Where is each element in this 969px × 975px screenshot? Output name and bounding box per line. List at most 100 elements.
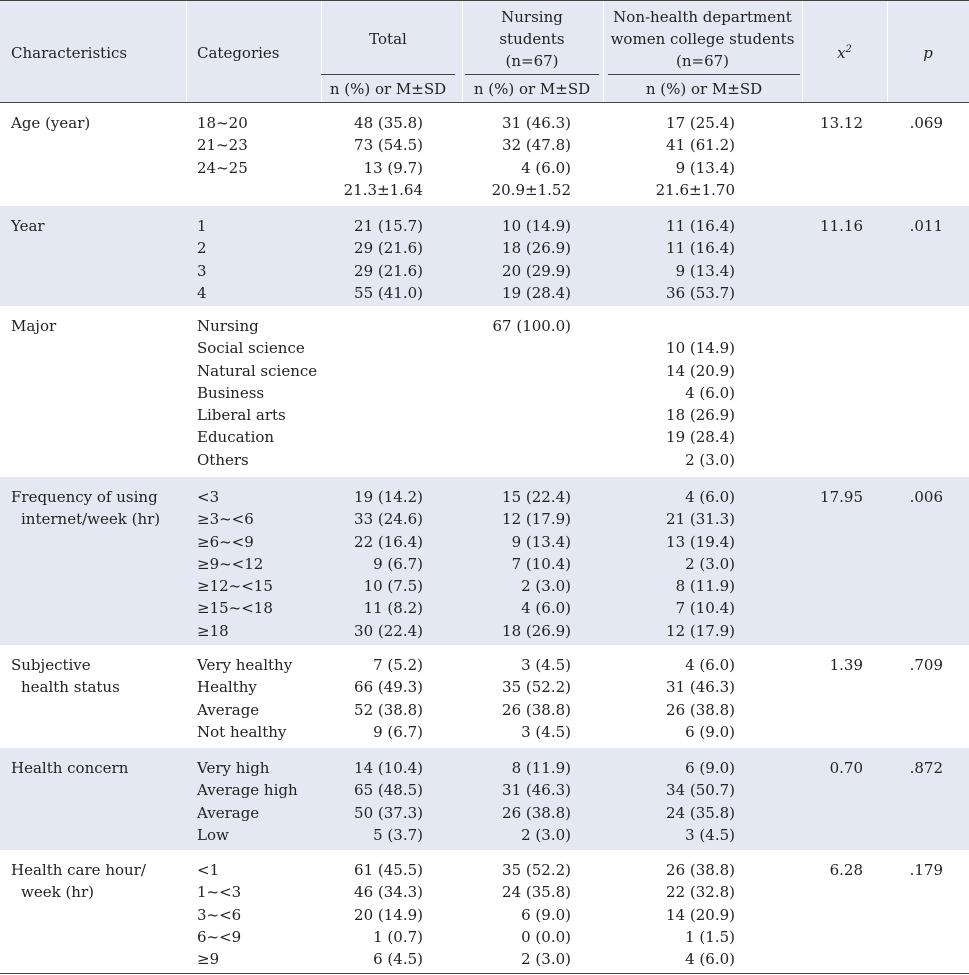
nonhealth-cell-line: 26 (38.8) [666,700,735,719]
chi-square-cell: 11.16 [820,217,863,235]
nonhealth-cell-line: 7 (10.4) [675,599,735,618]
chi-symbol: x [837,44,846,62]
row-group: Health concern Very high Average high Avera… [0,748,969,850]
category-cell-line: <1 [197,861,220,879]
subheader-rule [465,74,599,75]
nursing-cell-line: 2 (3.0) [521,825,571,844]
nursing-cell-line: 20.9±1.52 [491,180,571,199]
nursing-cell: 67 (100.0) [492,315,571,471]
nursing-cell-line: 35 (52.2) [502,861,571,879]
total-cell-line: 1 (0.7) [373,927,423,946]
nursing-cell-line [492,360,571,382]
category-cell-line: Social science [197,339,305,358]
category-cell: Nursing Social science Natural science Busi… [197,315,317,471]
nonhealth-cell-line: 34 (50.7) [666,781,735,800]
header-separator [887,1,888,102]
row-group: Major Nursing Social science Natural scienc… [0,306,969,477]
total-cell: 48 (35.8) 73 (54.5) 13 (9.7) 21.3±1.64 [344,112,423,201]
category-cell: Very healthy Healthy Average Not healthy [197,654,292,743]
p-value-cell: .006 [909,488,943,506]
category-cell-line: 4 [197,283,207,302]
total-cell-line: 19 (14.2) [354,488,423,506]
total-cell-line: 33 (24.6) [354,510,423,529]
nonhealth-cell-line: 13 (19.4) [666,532,735,551]
nonhealth-cell: 10 (14.9) 14 (20.9) 4 (6.0) 18 (26.9) 19 (28… [666,315,735,471]
category-cell-line: 1 [197,217,207,235]
characteristic-cell-line: internet/week (hr) [21,510,161,529]
category-cell-line: ≥15~<18 [197,599,273,618]
nonhealth-cell-line: 19 (28.4) [666,428,735,447]
category-cell-line: Nursing [197,317,259,335]
nonhealth-cell-line: 4 (6.0) [685,656,735,674]
nonhealth-cell-line: 4 (6.0) [685,488,735,506]
total-cell: 61 (45.5) 46 (34.3) 20 (14.9) 1 (0.7) 6 (4.5… [354,859,423,970]
category-cell-line: Healthy [197,678,257,697]
chi-square-cell: 1.39 [829,656,863,674]
subheader-rule [608,74,800,75]
characteristic-cell-line: Year [11,217,45,235]
row-group: Subjective health status Very healthy Healt… [0,645,969,748]
chi-square-cell: 13.12 [820,114,863,132]
nursing-cell-line: 26 (38.8) [502,700,571,719]
p-value-cell: .011 [909,217,943,235]
characteristic-cell: Subjective health status [11,654,120,699]
total-cell-line: 14 (10.4) [354,759,423,777]
characteristic-cell-line: Subjective [11,656,91,674]
header-total: Total [369,30,407,48]
total-cell-line: 11 (8.2) [363,599,423,618]
nursing-cell-line: 10 (14.9) [502,217,571,235]
category-cell-line: 6~<9 [197,927,242,946]
category-cell: 18~20 21~23 24~25 [197,112,248,201]
nursing-cell: 3 (4.5) 35 (52.2) 26 (38.8) 3 (4.5) [502,654,571,743]
nonhealth-cell: 4 (6.0) 31 (46.3) 26 (38.8) 6 (9.0) [666,654,735,743]
category-cell-line: <3 [197,488,220,506]
nursing-cell-line: 67 (100.0) [492,317,571,335]
category-cell-line: 18~20 [197,114,248,132]
total-cell-line: 46 (34.3) [354,883,423,902]
nursing-cell-line: 24 (35.8) [502,883,571,902]
subheader-rule [321,74,455,75]
nursing-cell-line: 32 (47.8) [502,136,571,155]
header-separator [186,1,187,102]
chi-square-cell: 0.70 [829,759,863,777]
characteristic-cell: Major [11,315,56,337]
characteristic-cell-line: health status [21,678,120,697]
nursing-cell: 35 (52.2) 24 (35.8) 6 (9.0) 0 (0.0) 2 (3.0) [502,859,571,970]
nursing-cell: 31 (46.3) 32 (47.8) 4 (6.0) 20.9±1.52 [492,112,571,201]
category-cell: <3 ≥3~<6 ≥6~<9 ≥9~<12 ≥12~<15 ≥15~<18 ≥18 [197,486,273,642]
nursing-cell: 15 (22.4) 12 (17.9) 9 (13.4) 7 (10.4) 2 (3.0… [502,486,571,642]
header-characteristics: Characteristics [11,44,128,62]
nursing-cell-line: 19 (28.4) [502,283,571,302]
header-nursing-line2: students [499,30,565,48]
category-cell-line: Business [197,383,265,402]
nonhealth-cell-line: 8 (11.9) [675,577,735,596]
category-cell-line: Very high [197,759,270,777]
chi-square-cell: 6.28 [829,861,863,879]
total-cell-line: 61 (45.5) [354,861,423,879]
header-categories: Categories [197,44,280,62]
nonhealth-cell: 26 (38.8) 22 (32.8) 14 (20.9) 1 (1.5) 4 (6.0… [666,859,735,970]
nursing-cell: 10 (14.9) 18 (26.9) 20 (29.9) 19 (28.4) [502,215,571,304]
chi-square-cell: 17.95 [820,488,863,506]
total-cell-line: 9 (6.7) [373,554,423,573]
nonhealth-cell-line: 31 (46.3) [666,678,735,697]
total-cell: 14 (10.4) 65 (48.5) 50 (37.3) 5 (3.7) [354,757,423,846]
nonhealth-cell-line: 41 (61.2) [666,136,735,155]
nonhealth-cell-line: 6 (9.0) [685,722,735,741]
nursing-cell-line [492,449,571,471]
nursing-cell-line: 18 (26.9) [502,621,571,640]
row-group: Frequency of using internet/week (hr) <3 ≥3… [0,477,969,645]
category-cell-line: Liberal arts [197,406,286,425]
nursing-cell-line: 20 (29.9) [502,261,571,280]
p-value-cell: .069 [909,114,943,132]
nonhealth-cell-line: 10 (14.9) [666,339,735,358]
nursing-cell-line: 18 (26.9) [502,239,571,258]
category-cell-line: Average high [197,781,298,800]
chi-superscript: 2 [845,44,852,55]
nonhealth-cell-line: 2 (3.0) [685,450,735,469]
total-cell-line: 6 (4.5) [373,950,423,969]
nursing-cell-line [492,404,571,426]
nonhealth-cell-line: 26 (38.8) [666,861,735,879]
header-p: p [923,44,933,62]
category-cell-line: Not healthy [197,722,287,741]
